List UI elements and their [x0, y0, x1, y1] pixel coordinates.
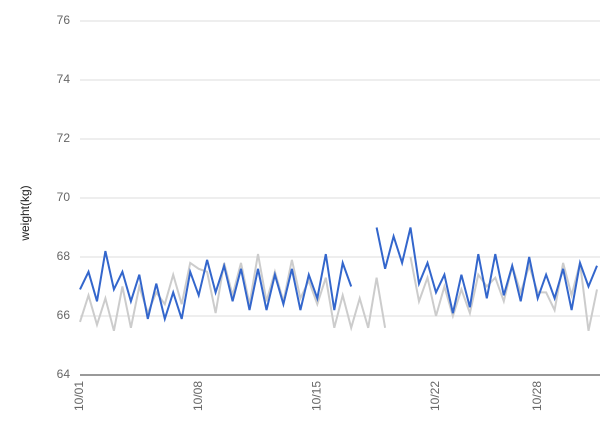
y-axis-label: weight(kg): [18, 185, 32, 241]
y-tick-label: 66: [57, 308, 71, 322]
x-tick-label: 10/01: [72, 381, 86, 411]
y-tick-label: 72: [57, 131, 71, 145]
y-tick-label: 64: [57, 367, 71, 381]
x-tick-label: 10/15: [309, 381, 323, 411]
y-tick-label: 68: [57, 249, 71, 263]
x-tick-label: 10/22: [428, 381, 442, 411]
line-series: [79, 253, 598, 332]
line-series: [79, 227, 598, 323]
y-tick-label: 74: [57, 72, 71, 86]
x-tick-label: 10/28: [530, 381, 544, 411]
x-tick-label: 10/08: [191, 381, 205, 411]
y-tick-label: 76: [57, 13, 71, 27]
y-tick-label: 70: [57, 190, 71, 204]
